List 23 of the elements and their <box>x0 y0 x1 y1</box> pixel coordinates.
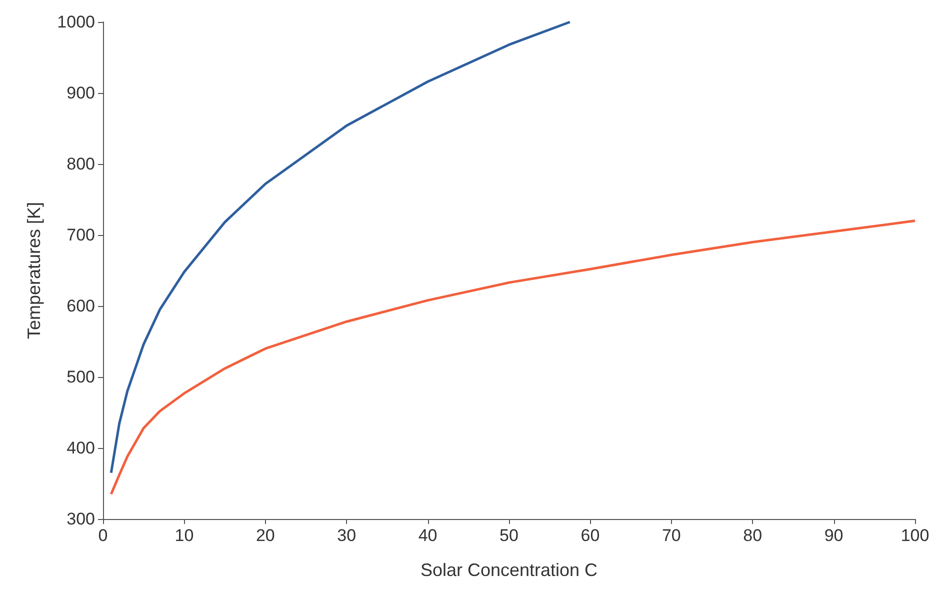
y-tick-label: 900 <box>66 84 95 102</box>
y-tick-label: 700 <box>66 226 95 244</box>
x-axis-title: Solar Concentration C <box>420 560 598 580</box>
x-tick-label: 20 <box>256 526 275 545</box>
y-tick-label: 1000 <box>57 12 95 32</box>
x-tick-label: 40 <box>418 526 438 545</box>
y-axis-title: Temperatures [K] <box>24 202 44 340</box>
x-tick-label: 70 <box>662 526 681 545</box>
y-tick-label: 500 <box>66 368 95 386</box>
y-tick-label: 800 <box>66 154 95 174</box>
y-tick-label: 600 <box>66 296 95 316</box>
x-tick-label: 100 <box>900 526 930 545</box>
x-tick-label: 30 <box>337 526 356 545</box>
y-tick-label: 400 <box>66 438 95 458</box>
x-tick-label: 80 <box>743 526 762 545</box>
x-tick-label: 90 <box>824 526 844 545</box>
line-series <box>110 220 916 496</box>
line-series <box>110 20 572 474</box>
y-tick-label: 300 <box>66 510 95 528</box>
x-tick-label: 0 <box>98 526 108 545</box>
x-tick-label: 10 <box>174 526 194 545</box>
x-tick-label: 60 <box>580 526 600 545</box>
x-tick-label: 50 <box>500 526 518 545</box>
